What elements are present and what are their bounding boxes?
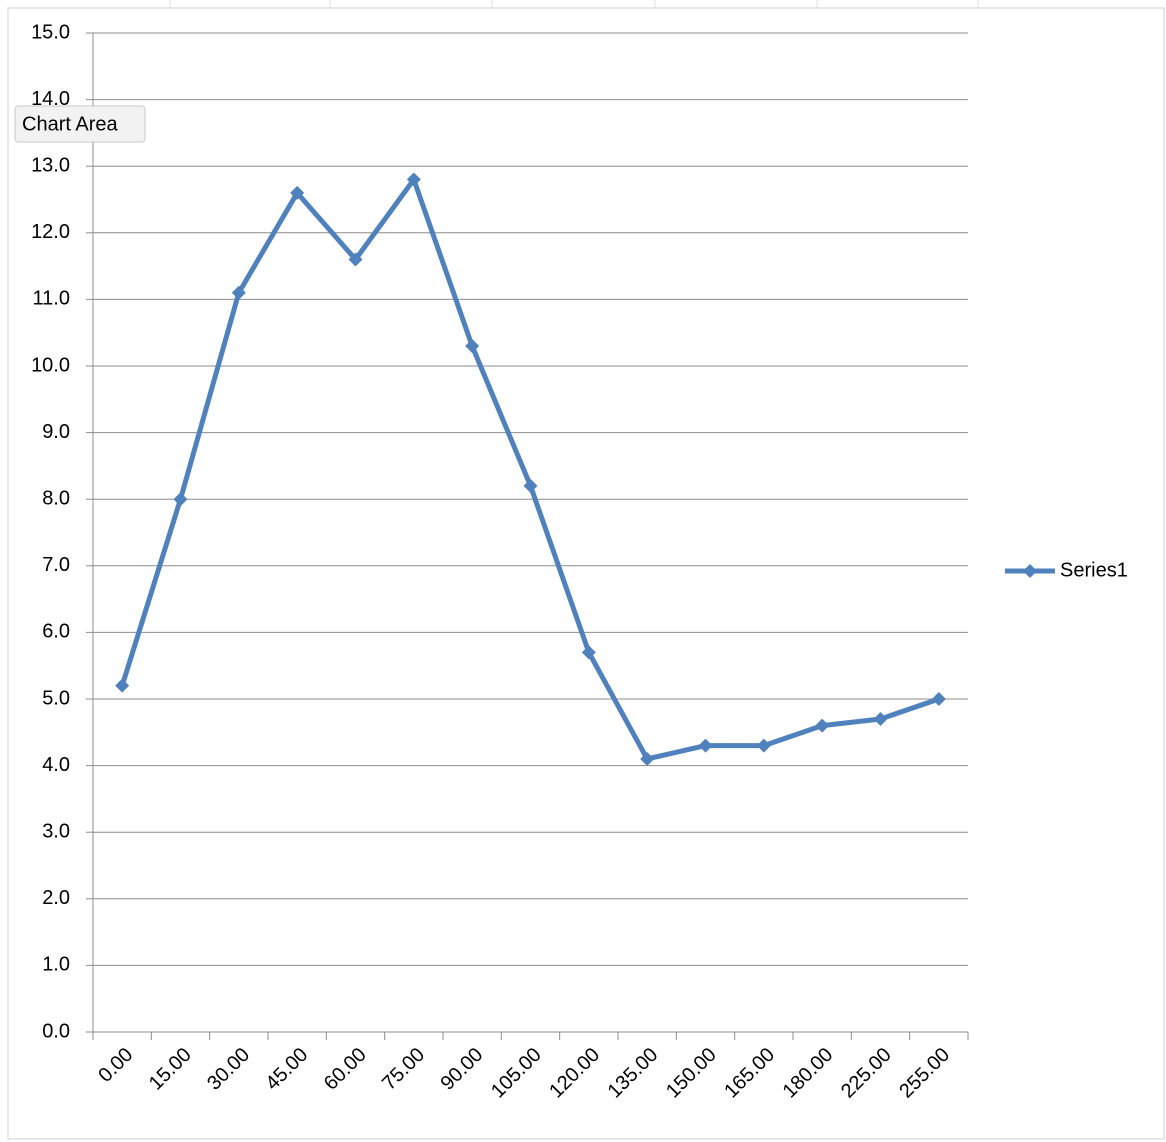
spreadsheet-grid [169, 0, 979, 8]
data-point [173, 492, 188, 507]
y-tick-label: 4.0 [42, 754, 70, 776]
y-tick-label: 9.0 [42, 421, 70, 443]
data-point [815, 718, 830, 733]
data-point [931, 692, 946, 706]
tooltip-box [14, 105, 146, 143]
legend-marker [1023, 564, 1037, 578]
data-point [290, 185, 305, 200]
data-point [698, 738, 713, 753]
data-point [406, 172, 421, 187]
y-tick-label: 8.0 [42, 487, 70, 509]
data-point [231, 285, 246, 300]
data-point [523, 478, 538, 493]
data-point [873, 711, 888, 726]
y-tick-label: 10.0 [31, 354, 70, 376]
y-tick-label: 7.0 [42, 554, 70, 576]
data-point [115, 678, 130, 693]
y-tick-label: 14.0 [31, 88, 70, 110]
y-tick-label: 5.0 [42, 687, 70, 709]
y-tick-label: 11.0 [33, 288, 70, 310]
data-point [465, 339, 480, 354]
y-tick-label: 2.0 [42, 887, 70, 909]
data-point [640, 751, 655, 766]
data-point [348, 252, 363, 267]
y-tick-label: 3.0 [42, 820, 70, 842]
y-tick-label: 0.0 [42, 1020, 70, 1042]
chart-area[interactable] [7, 7, 1165, 1140]
tooltip: Chart Area [14, 105, 146, 143]
legend-label: Series1 [1060, 559, 1128, 581]
y-tick-label: 1.0 [42, 954, 70, 976]
data-point [756, 738, 771, 753]
y-tick-label: 12.0 [31, 221, 70, 243]
y-tick-label: 6.0 [42, 621, 70, 643]
y-tick-label: 15.0 [31, 21, 70, 43]
tooltip-text: Chart Area [22, 113, 118, 135]
y-tick-label: 13.0 [31, 154, 70, 176]
data-point [581, 645, 596, 660]
